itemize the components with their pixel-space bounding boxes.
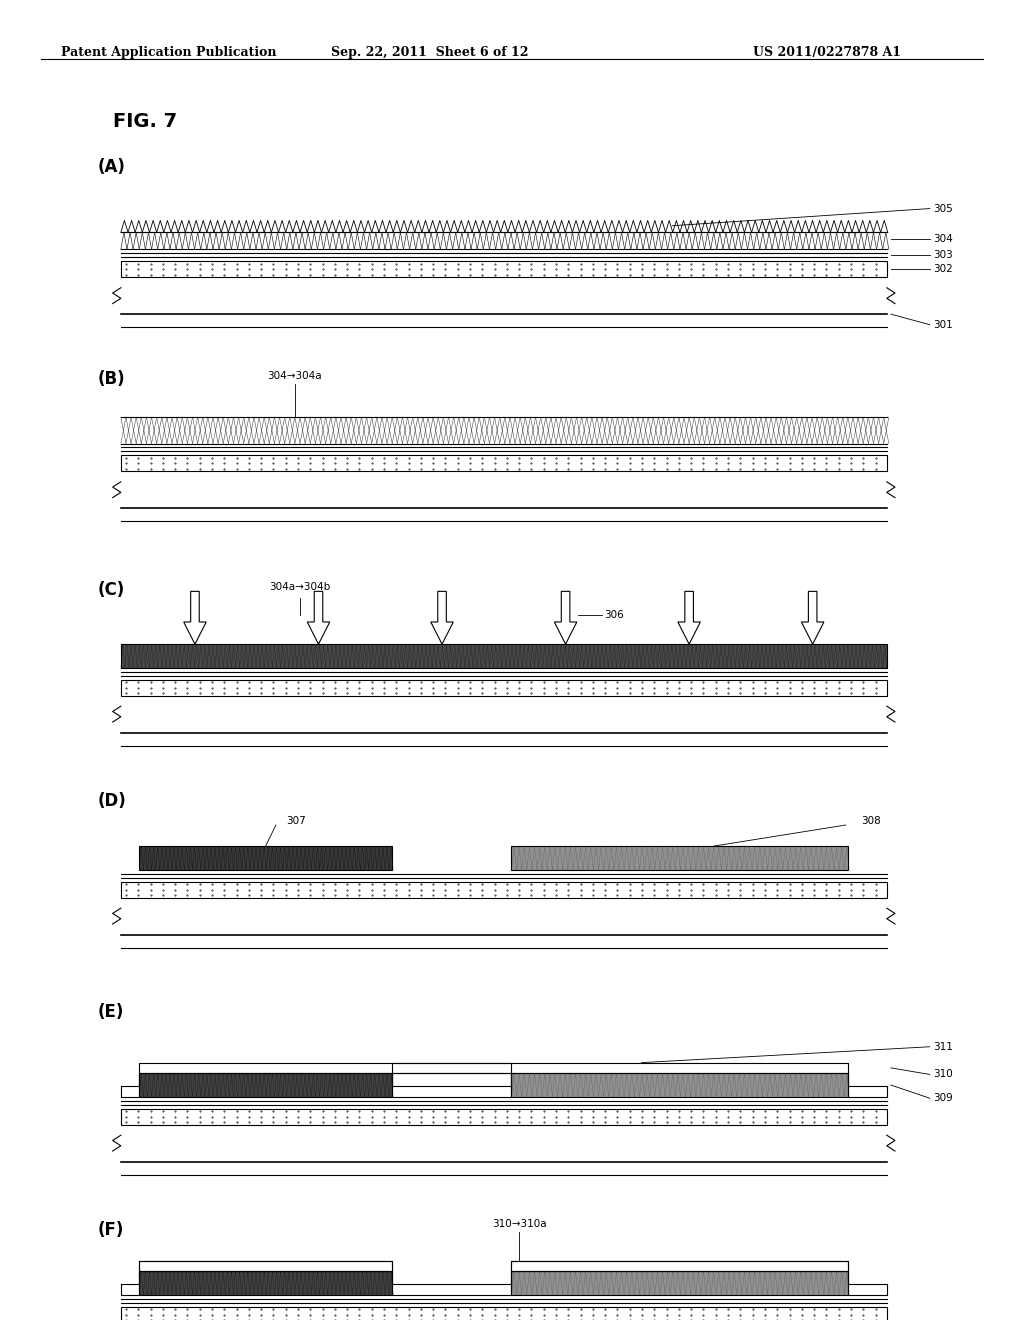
Text: 306: 306 <box>604 610 625 620</box>
Text: 310→310a: 310→310a <box>492 1218 547 1229</box>
Text: US 2011/0227878 A1: US 2011/0227878 A1 <box>753 46 901 59</box>
Bar <box>121 1109 887 1125</box>
Text: 304a→304b: 304a→304b <box>269 582 331 593</box>
Polygon shape <box>183 591 206 644</box>
Text: 303: 303 <box>933 249 952 260</box>
Text: (B): (B) <box>97 370 125 388</box>
Text: Sep. 22, 2011  Sheet 6 of 12: Sep. 22, 2011 Sheet 6 of 12 <box>332 46 528 59</box>
Bar <box>121 455 887 471</box>
Text: 305: 305 <box>933 203 952 214</box>
Bar <box>121 680 887 696</box>
Text: 301: 301 <box>933 319 952 330</box>
Bar <box>139 1271 392 1295</box>
Bar <box>139 1261 392 1271</box>
Text: Patent Application Publication: Patent Application Publication <box>61 46 276 59</box>
Text: 302: 302 <box>933 264 952 275</box>
Text: FIG. 7: FIG. 7 <box>113 112 177 131</box>
Text: 311: 311 <box>933 1041 952 1052</box>
Bar <box>511 846 849 870</box>
Bar <box>139 1073 392 1097</box>
Bar <box>511 1073 849 1097</box>
Text: (F): (F) <box>97 1221 124 1239</box>
Bar <box>121 261 887 277</box>
Bar <box>121 882 887 898</box>
Polygon shape <box>802 591 824 644</box>
Text: 310: 310 <box>933 1069 952 1080</box>
Text: (A): (A) <box>97 158 125 177</box>
Bar <box>121 1307 887 1320</box>
Polygon shape <box>307 591 330 644</box>
Text: 308: 308 <box>861 816 881 826</box>
Text: 307: 307 <box>286 816 306 826</box>
Text: (C): (C) <box>97 581 125 599</box>
Bar <box>511 1271 849 1295</box>
Polygon shape <box>554 591 577 644</box>
Text: (E): (E) <box>97 1003 124 1022</box>
Text: 304: 304 <box>933 234 952 244</box>
Bar <box>121 644 887 668</box>
Polygon shape <box>678 591 700 644</box>
Text: 309: 309 <box>933 1093 952 1104</box>
Bar <box>511 1261 849 1271</box>
Bar <box>139 846 392 870</box>
Text: 304→304a: 304→304a <box>267 371 323 381</box>
Text: (D): (D) <box>97 792 126 810</box>
Polygon shape <box>431 591 454 644</box>
